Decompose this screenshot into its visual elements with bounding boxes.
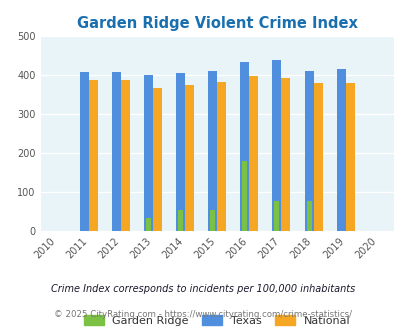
Bar: [178, 210, 183, 231]
Bar: [274, 201, 279, 231]
Bar: [306, 201, 311, 231]
Bar: [336, 69, 345, 231]
Bar: [176, 73, 185, 231]
Bar: [144, 75, 153, 231]
Bar: [89, 80, 98, 231]
Bar: [345, 83, 354, 231]
Bar: [217, 82, 226, 231]
Bar: [79, 72, 89, 231]
Legend: Garden Ridge, Texas, National: Garden Ridge, Texas, National: [79, 311, 354, 330]
Bar: [240, 62, 249, 231]
Bar: [313, 83, 322, 231]
Bar: [112, 72, 121, 231]
Text: © 2025 CityRating.com - https://www.cityrating.com/crime-statistics/: © 2025 CityRating.com - https://www.city…: [54, 310, 351, 319]
Bar: [146, 218, 151, 231]
Bar: [210, 210, 215, 231]
Bar: [208, 71, 217, 231]
Bar: [281, 78, 290, 231]
Text: Crime Index corresponds to incidents per 100,000 inhabitants: Crime Index corresponds to incidents per…: [51, 284, 354, 294]
Bar: [121, 80, 130, 231]
Bar: [242, 161, 247, 231]
Bar: [249, 77, 258, 231]
Bar: [185, 84, 194, 231]
Bar: [304, 71, 313, 231]
Title: Garden Ridge Violent Crime Index: Garden Ridge Violent Crime Index: [77, 16, 357, 31]
Bar: [272, 60, 281, 231]
Bar: [153, 88, 162, 231]
